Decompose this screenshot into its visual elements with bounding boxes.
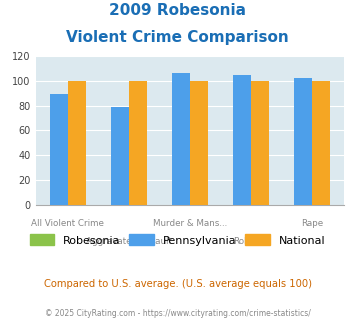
Bar <box>110 107 129 205</box>
Text: 2009 Robesonia: 2009 Robesonia <box>109 3 246 18</box>
Text: All Violent Crime: All Violent Crime <box>31 219 104 228</box>
Text: Violent Crime Comparison: Violent Crime Comparison <box>66 30 289 45</box>
Bar <box>50 94 68 205</box>
Bar <box>294 78 312 205</box>
Text: Murder & Mans...: Murder & Mans... <box>153 219 227 228</box>
Legend: Robesonia, Pennsylvania, National: Robesonia, Pennsylvania, National <box>25 230 330 250</box>
Bar <box>171 73 190 205</box>
Bar <box>312 81 330 205</box>
Bar <box>233 75 251 205</box>
Bar <box>190 81 208 205</box>
Bar <box>251 81 269 205</box>
Text: Robbery: Robbery <box>233 237 269 246</box>
Text: Compared to U.S. average. (U.S. average equals 100): Compared to U.S. average. (U.S. average … <box>44 279 311 289</box>
Bar <box>129 81 147 205</box>
Text: © 2025 CityRating.com - https://www.cityrating.com/crime-statistics/: © 2025 CityRating.com - https://www.city… <box>45 309 310 317</box>
Bar <box>68 81 86 205</box>
Text: Rape: Rape <box>301 219 323 228</box>
Text: Aggravated Assault: Aggravated Assault <box>86 237 172 246</box>
